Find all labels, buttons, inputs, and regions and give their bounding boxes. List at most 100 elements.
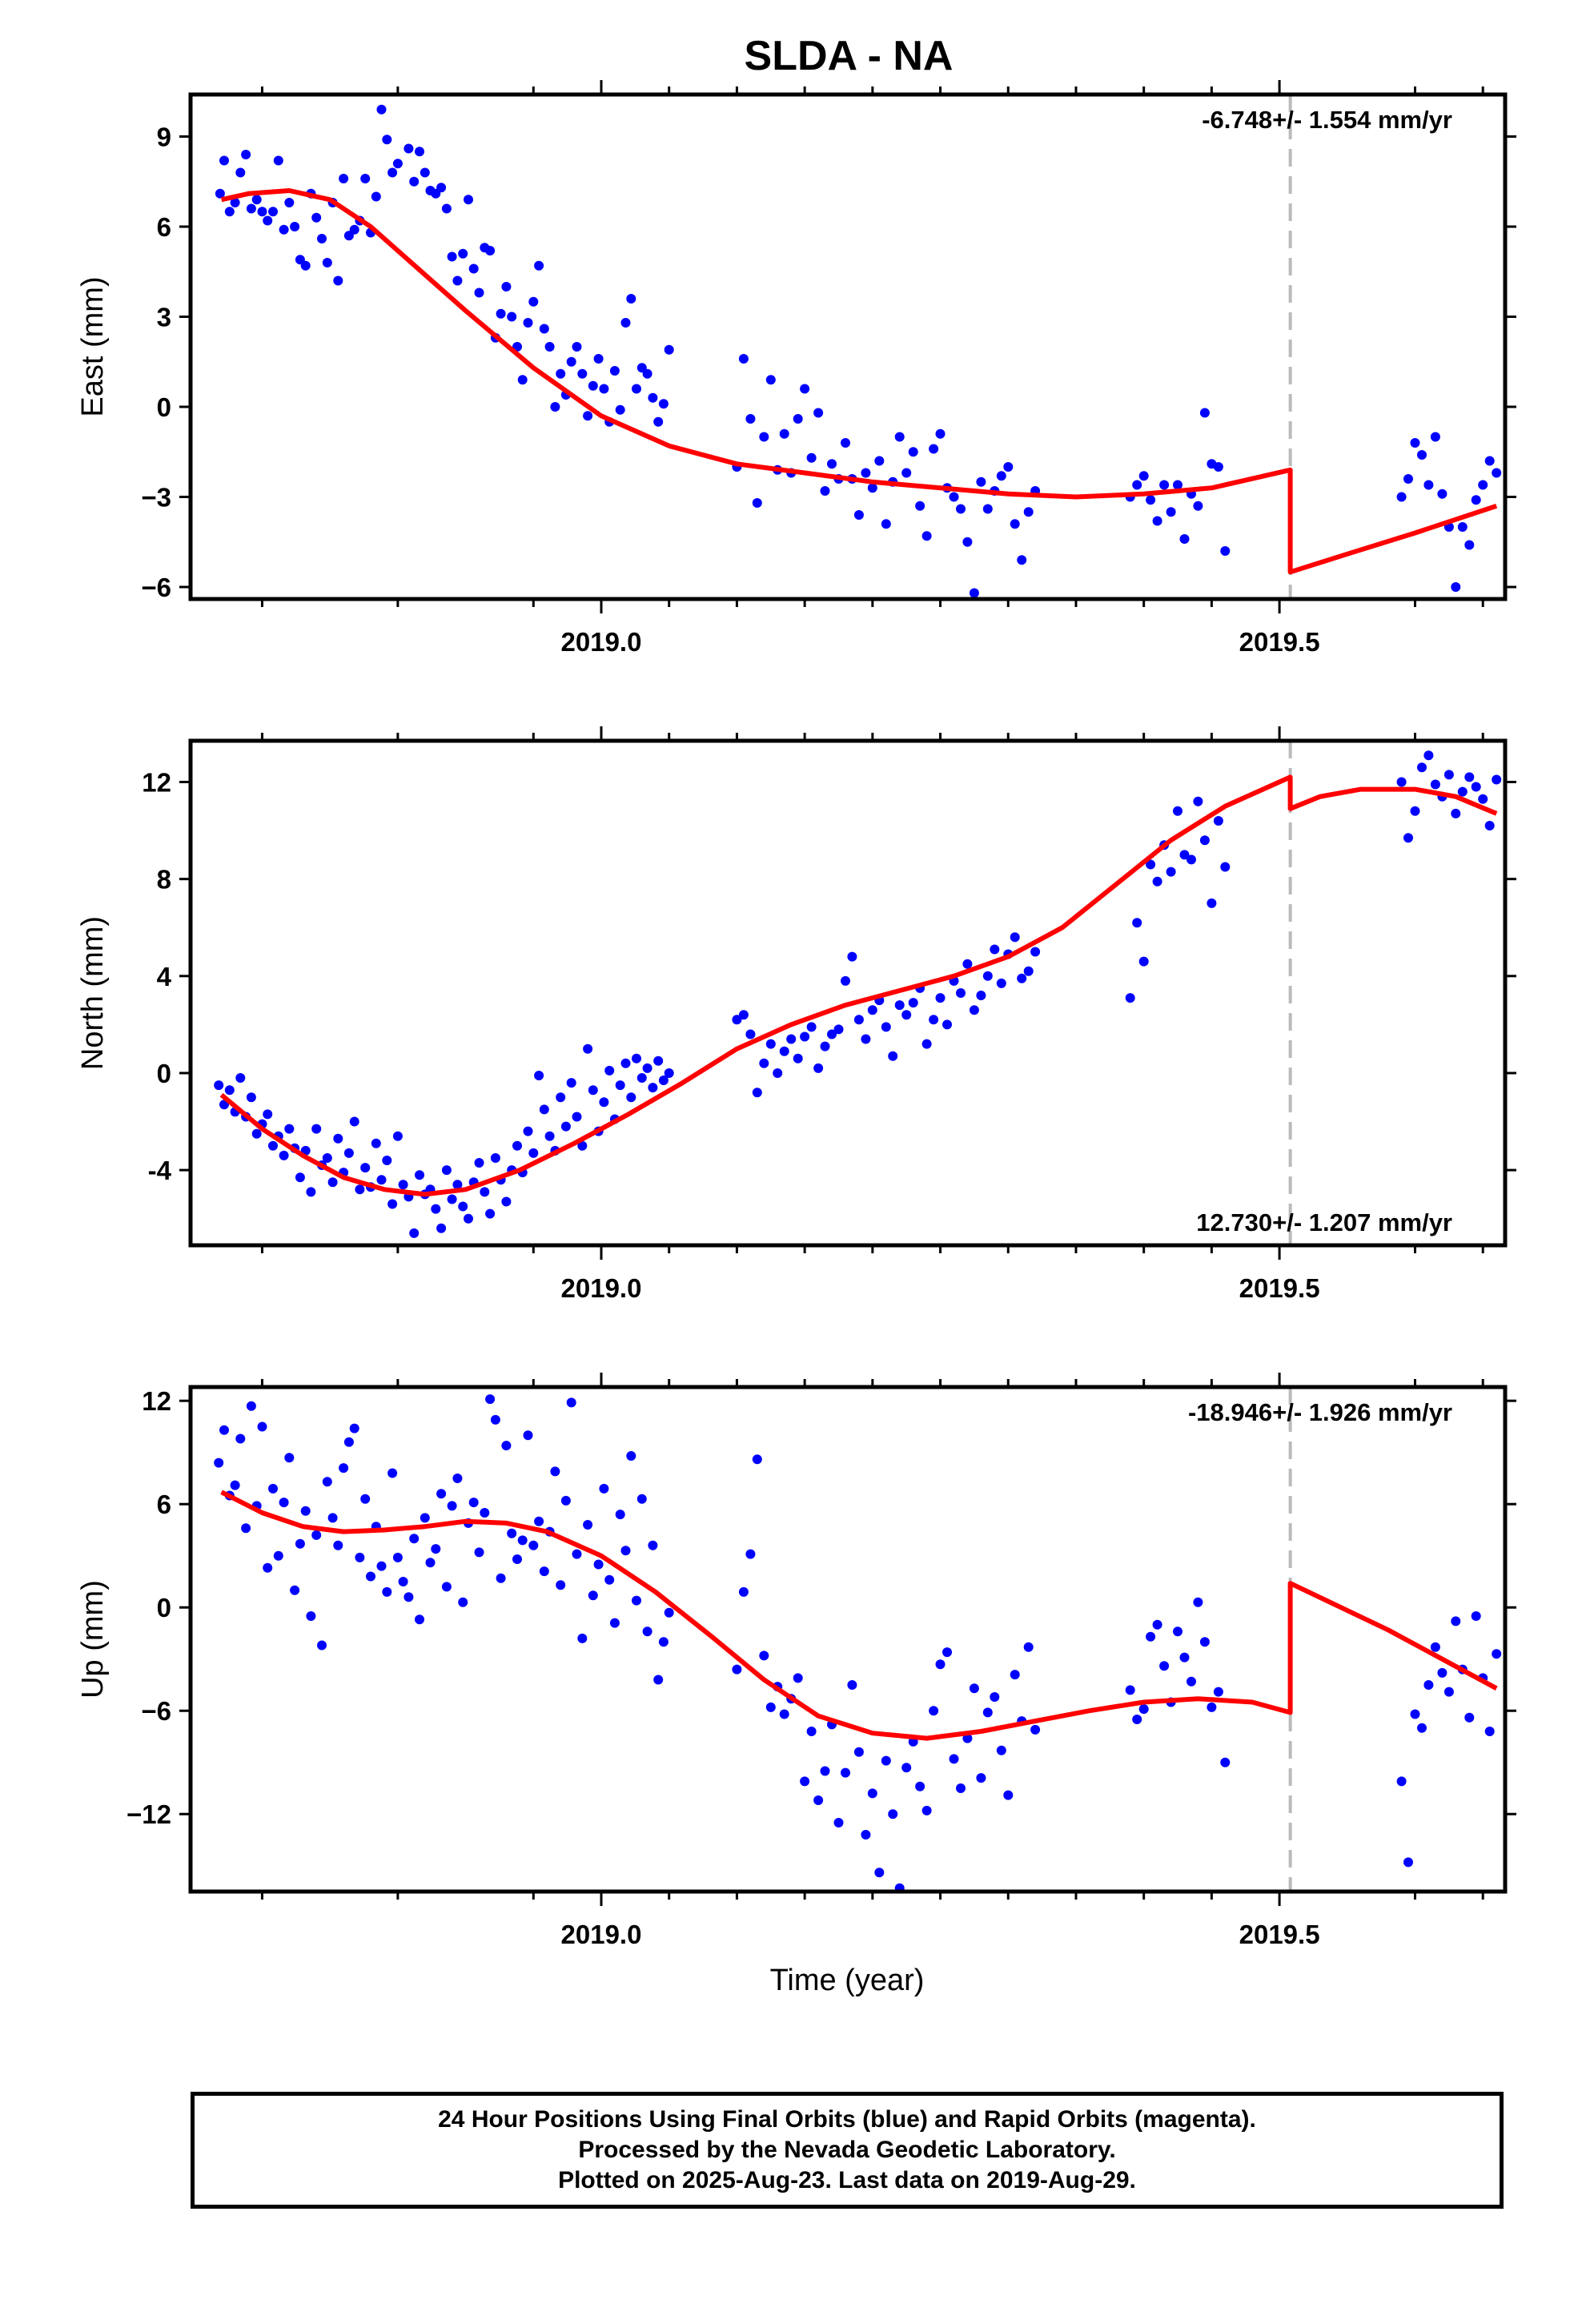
east-data-point (1220, 546, 1231, 556)
up-data-point (653, 1675, 664, 1685)
north-data-point (447, 1194, 457, 1204)
up-data-point (1173, 1626, 1182, 1637)
east-data-point (806, 452, 817, 463)
up-data-point (366, 1571, 375, 1582)
up-data-point (1030, 1724, 1041, 1735)
up-data-point (441, 1582, 452, 1592)
up-ytick-label: 12 (142, 1386, 171, 1416)
north-ytick-label: 12 (142, 767, 171, 797)
east-data-point (779, 428, 789, 439)
east-data-point (436, 183, 447, 193)
east-data-point (279, 224, 289, 235)
east-data-point (648, 392, 658, 403)
north-data-point (827, 1029, 837, 1039)
east-data-point (1023, 507, 1034, 517)
up-data-point (615, 1510, 625, 1520)
north-data-point (1146, 859, 1156, 870)
north-data-point (1125, 993, 1135, 1003)
east-data-point (1138, 471, 1149, 481)
north-data-point (1471, 782, 1481, 792)
east-data-point (556, 368, 566, 379)
up-data-point (1471, 1611, 1481, 1621)
east-data-point (1017, 555, 1027, 565)
up-data-point (1132, 1715, 1142, 1724)
east-data-point (1484, 456, 1495, 466)
north-data-point (441, 1165, 452, 1176)
north-data-point (534, 1071, 544, 1080)
north-data-point (263, 1109, 273, 1120)
up-data-point (230, 1480, 240, 1490)
north-data-point (284, 1124, 295, 1134)
east-data-point (349, 224, 359, 235)
north-data-point (566, 1078, 576, 1088)
north-data-point (528, 1148, 539, 1158)
up-data-point (1010, 1670, 1020, 1680)
up-data-point (349, 1423, 359, 1433)
up-data-point (881, 1755, 891, 1766)
east-data-point (339, 174, 349, 183)
east-data-point (235, 167, 246, 178)
east-data-point (1417, 450, 1427, 460)
up-data-point (759, 1651, 769, 1661)
up-data-point (1403, 1857, 1413, 1868)
up-data-point (392, 1552, 403, 1562)
east-data-point (861, 468, 871, 478)
north-data-point (1443, 770, 1454, 780)
north-data-point (847, 951, 857, 962)
north-data-point (512, 1140, 522, 1151)
up-data-point (1146, 1631, 1156, 1642)
north-data-point (996, 978, 1006, 988)
north-data-point (1403, 833, 1413, 843)
north-data-point (841, 975, 850, 986)
up-data-point (295, 1538, 305, 1549)
north-data-point (962, 959, 973, 969)
east-data-point (1199, 408, 1210, 418)
north-data-point (1478, 794, 1488, 804)
east-ytick-label: 9 (157, 123, 171, 152)
east-data-point (1193, 501, 1203, 511)
up-ytick-label: −6 (141, 1696, 171, 1726)
east-data-point (468, 263, 479, 274)
north-data-point (322, 1153, 332, 1163)
east-data-point (658, 399, 669, 409)
east-data-point (935, 428, 946, 439)
east-ytick-label: 3 (157, 303, 171, 332)
east-data-point (566, 356, 576, 367)
north-data-point (523, 1126, 533, 1136)
up-data-point (1464, 1712, 1475, 1723)
north-data-point (1484, 821, 1495, 830)
up-data-point (343, 1437, 354, 1447)
east-data-point (517, 375, 528, 385)
east-data-point (246, 203, 256, 214)
east-data-point (485, 246, 496, 255)
north-data-point (588, 1085, 598, 1096)
east-data-point (523, 318, 533, 328)
east-data-point (1451, 582, 1461, 592)
north-data-point (295, 1172, 305, 1183)
up-data-point (593, 1559, 604, 1570)
east-data-point (251, 195, 262, 205)
north-data-point (820, 1041, 830, 1051)
north-y-axis-label: North (mm) (76, 916, 110, 1070)
north-data-point (577, 1140, 588, 1151)
north-data-point (1023, 966, 1034, 976)
up-data-point (648, 1540, 658, 1550)
up-data-point (436, 1489, 447, 1499)
east-data-point (507, 312, 517, 322)
north-data-point (738, 1010, 749, 1020)
up-data-point (1410, 1709, 1420, 1719)
north-data-point (392, 1131, 403, 1141)
up-data-point (263, 1562, 273, 1573)
north-data-point (632, 1053, 641, 1063)
up-data-point (415, 1614, 424, 1625)
north-data-point (1030, 947, 1041, 957)
east-data-point (241, 150, 251, 159)
up-data-point (915, 1781, 926, 1791)
north-data-point (311, 1124, 322, 1134)
north-data-point (793, 1053, 803, 1063)
north-data-point (485, 1208, 496, 1219)
east-data-point (853, 510, 864, 520)
up-xtick-label: 2019.0 (561, 1920, 642, 1949)
east-data-point (626, 294, 636, 304)
north-data-point (956, 988, 966, 998)
